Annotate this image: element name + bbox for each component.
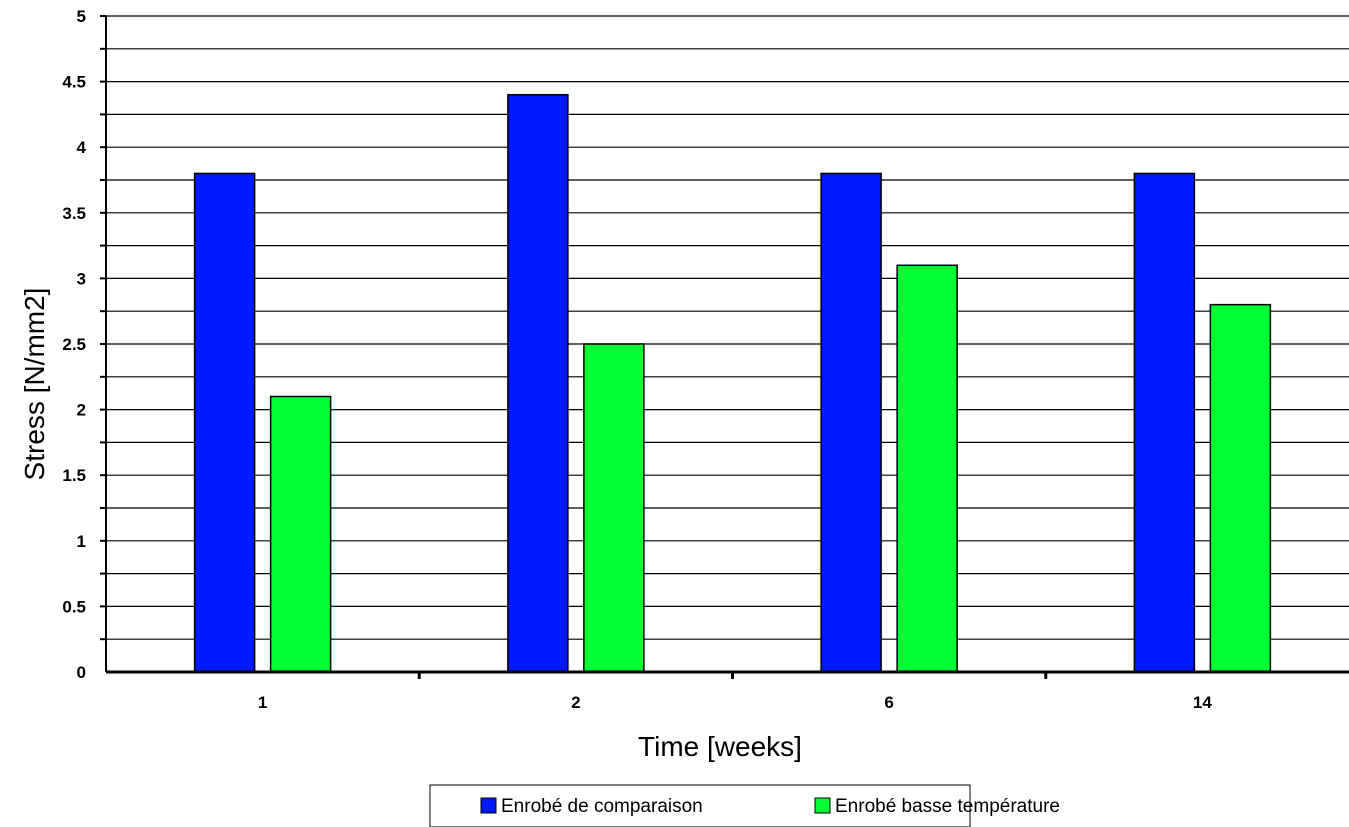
bar-comparaison xyxy=(820,172,882,673)
y-tick-label: 1.5 xyxy=(62,466,86,485)
bar-basse-temperature xyxy=(1209,303,1272,673)
legend-swatch xyxy=(814,797,831,814)
x-tick-label: 14 xyxy=(1193,693,1212,712)
x-tick-label: 1 xyxy=(258,693,267,712)
y-tick-label: 4 xyxy=(77,138,87,157)
bar-comparaison xyxy=(1133,172,1196,673)
bar-basse-temperature xyxy=(583,343,645,673)
axes xyxy=(100,15,1349,679)
y-tick-label: 0.5 xyxy=(62,597,86,616)
bar-basse-temperature xyxy=(896,264,958,673)
x-tick-label: 6 xyxy=(884,693,893,712)
x-axis-title: Time [weeks] xyxy=(638,731,802,762)
bars xyxy=(193,93,1272,673)
y-tick-label: 2.5 xyxy=(62,335,86,354)
bar-comparaison xyxy=(193,172,256,673)
legend-box xyxy=(429,784,971,827)
bar-comparaison xyxy=(507,93,569,673)
y-tick-label: 5 xyxy=(77,7,86,26)
y-tick-labels: 0 0.5 1 1.5 2 2.5 3 3.5 4 4.5 5 xyxy=(62,7,86,682)
x-tick-label: 2 xyxy=(571,693,580,712)
y-tick-label: 3 xyxy=(77,269,86,288)
y-tick-label: 2 xyxy=(77,401,86,420)
legend: Enrobé de comparaison Enrobé basse tempér… xyxy=(429,784,1060,827)
bar-basse-temperature xyxy=(269,395,332,673)
x-tick-labels: 1 2 6 14 xyxy=(258,693,1212,712)
legend-swatch xyxy=(480,797,497,814)
y-tick-label: 4.5 xyxy=(62,73,86,92)
y-tick-label: 3.5 xyxy=(62,204,86,223)
legend-label: Enrobé de comparaison xyxy=(501,796,703,817)
y-axis-title: Stress [N/mm2] xyxy=(19,288,50,481)
y-tick-label: 0 xyxy=(77,663,86,682)
y-tick-label: 1 xyxy=(77,532,86,551)
legend-label: Enrobé basse température xyxy=(835,796,1060,817)
